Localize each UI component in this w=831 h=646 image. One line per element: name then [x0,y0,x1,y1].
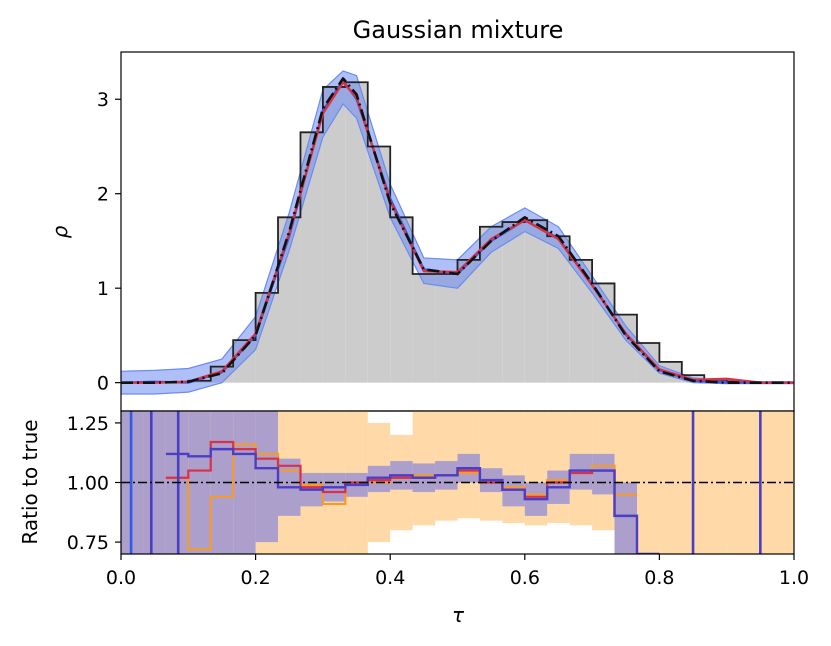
true-density-line [121,77,794,384]
purple-band-bin [143,411,166,554]
histogram-bar [412,274,436,383]
purple-band-bin [614,482,637,554]
histogram-bar [524,220,548,383]
purple-band-bin [188,411,211,554]
histogram-bar [435,274,458,383]
orange-band-bin [479,411,503,521]
top-ytick-label: 1 [97,278,109,300]
bottom-ytick-label: 1.00 [67,473,109,495]
histogram-bar [502,222,525,383]
chart-title: Gaussian mixture [353,16,564,44]
bottom-ylabel: Ratio to true [18,419,42,544]
blue-uncertainty-band [121,70,794,395]
bottom-ytick-label: 0.75 [67,532,109,554]
bottom-ytick-label: 1.25 [67,413,109,435]
bottom-xtick-label: 0.2 [240,567,270,589]
histogram-outline [121,81,794,384]
top-ylabel: ρ [48,225,72,238]
histogram-bar [479,226,503,383]
bottom-xtick-label: 0.6 [510,567,540,589]
top-ytick-label: 2 [97,184,109,206]
top-ytick-label: 3 [97,89,109,111]
bottom-xtick-label: 1.0 [779,567,809,589]
top-ytick-label: 0 [97,373,109,395]
bottom-xtick-label: 0.0 [106,567,136,589]
purple-band-bin [255,411,279,543]
purple-band-bin [210,411,234,554]
bottom-xtick-label: 0.4 [375,567,405,589]
top-panel: 0 1 2 3 ρ [48,51,795,412]
bottom-panel: 0.75 1.00 1.25 0.0 0.2 0.4 0.6 0.8 1.0 Ratio to… [18,410,809,627]
histogram-bar [457,259,480,383]
bottom-xlabel: τ [452,603,465,627]
histogram-bar [569,259,593,383]
histogram-bar [345,82,368,383]
histogram-bar [322,86,346,383]
histogram-bar [390,217,413,383]
histogram-bar [547,236,570,383]
bottom-xtick-label: 0.8 [644,567,674,589]
histogram-bar [367,146,391,383]
red-estimate-line [121,81,794,384]
purple-band-bin [592,453,615,495]
purple-ratio-step [165,447,660,554]
orange-band-bin [547,411,570,524]
